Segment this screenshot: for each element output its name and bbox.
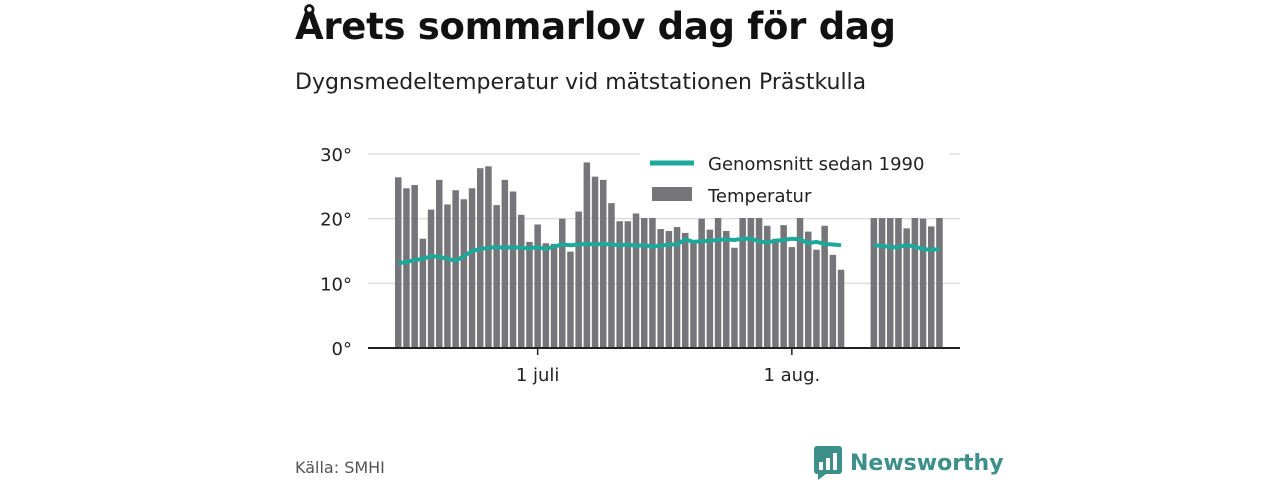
temperature-bar [468,188,476,348]
temperature-bar [936,216,943,348]
source-note: Källa: SMHI [295,458,385,477]
temperature-bar [501,179,509,348]
temperature-bar [665,230,673,348]
y-tick-label: 0° [332,339,352,360]
temperature-bar [452,190,459,348]
temperature-bar [796,216,804,348]
x-axis-ticks: 1 juli 1 aug. [516,348,820,386]
legend-bar-swatch [652,187,692,201]
temperature-bar [427,209,435,348]
temperature-bar [682,232,689,348]
temperature-bar [411,185,418,348]
temperature-bar [632,213,640,348]
temperature-bar [624,221,632,348]
temperature-bar [649,216,656,348]
temperature-bar [837,269,845,348]
temperature-bar [755,216,763,348]
temperature-bar [895,216,902,348]
temperature-bar [542,243,550,348]
temperature-bar [821,225,828,348]
legend-label-average: Genomsnitt sedan 1990 [708,154,924,175]
temperature-bar [739,217,746,348]
temperature-bar [878,218,886,348]
temperature-bar [764,225,771,348]
brand-name: Newsworthy [850,450,1004,476]
temperature-bar [813,249,820,348]
temperature-bar [747,217,755,348]
temperature-bar [919,218,927,348]
temperature-bar [526,241,533,348]
y-tick-label: 20° [320,210,352,231]
temperature-bar [518,214,525,348]
temperature-bar [928,226,935,348]
temperature-bar [690,241,697,348]
temperature-bar [641,210,648,348]
y-tick-label: 10° [320,274,352,295]
temperature-bar [485,166,492,348]
temperature-bar [600,179,607,348]
legend-label-temperature: Temperatur [707,186,812,207]
temperature-bar [714,217,722,348]
temperature-bar [567,251,574,348]
temperature-bar [657,229,664,348]
logo-icon [814,446,842,480]
temperature-bar [706,229,714,348]
temperature-bar [477,168,484,348]
temperature-bar [870,218,878,348]
temperature-bar [673,227,681,348]
temperature-bar [829,254,837,348]
x-tick-label: 1 aug. [763,365,820,386]
temperature-bar [550,243,558,348]
temperature-bar [559,218,566,348]
temperature-bar [591,176,599,348]
temperature-bar [575,211,582,348]
temperature-bar [903,228,910,348]
temperature-bar [509,191,517,348]
temperature-bar [731,247,738,348]
temperature-bar [436,179,443,348]
temperature-bar [887,218,894,348]
y-axis-ticks: 0° 10° 20° 30° [320,145,352,360]
temperature-bar [788,247,796,348]
temperature-bar [534,224,541,348]
temperature-bar [403,188,410,348]
temperature-bar [608,203,615,348]
temperature-bars [395,162,943,348]
newsworthy-logo: Newsworthy [814,446,1004,480]
temperature-bar [698,218,705,348]
temperature-bar [493,205,500,348]
legend: Genomsnitt sedan 1990 Temperatur [640,148,950,218]
temperature-bar [780,225,787,348]
chart-subtitle: Dygnsmedeltemperatur vid mätstationen Pr… [295,70,867,95]
average-line [397,236,940,266]
temperature-bar [444,204,451,348]
temperature-bar [723,230,730,348]
temperature-chart: 0° 10° 20° 30° 1 juli 1 aug. Genomsnitt seda… [320,145,960,386]
temperature-bar [419,238,427,348]
temperature-bar [616,221,623,348]
temperature-bar [460,199,468,348]
temperature-bar [583,162,591,348]
chart-title: Årets sommarlov dag för dag [295,5,896,48]
temperature-bar [772,238,779,348]
temperature-bar [911,216,919,348]
y-tick-label: 30° [320,145,352,166]
x-tick-label: 1 juli [516,365,560,386]
temperature-bar [805,231,812,348]
